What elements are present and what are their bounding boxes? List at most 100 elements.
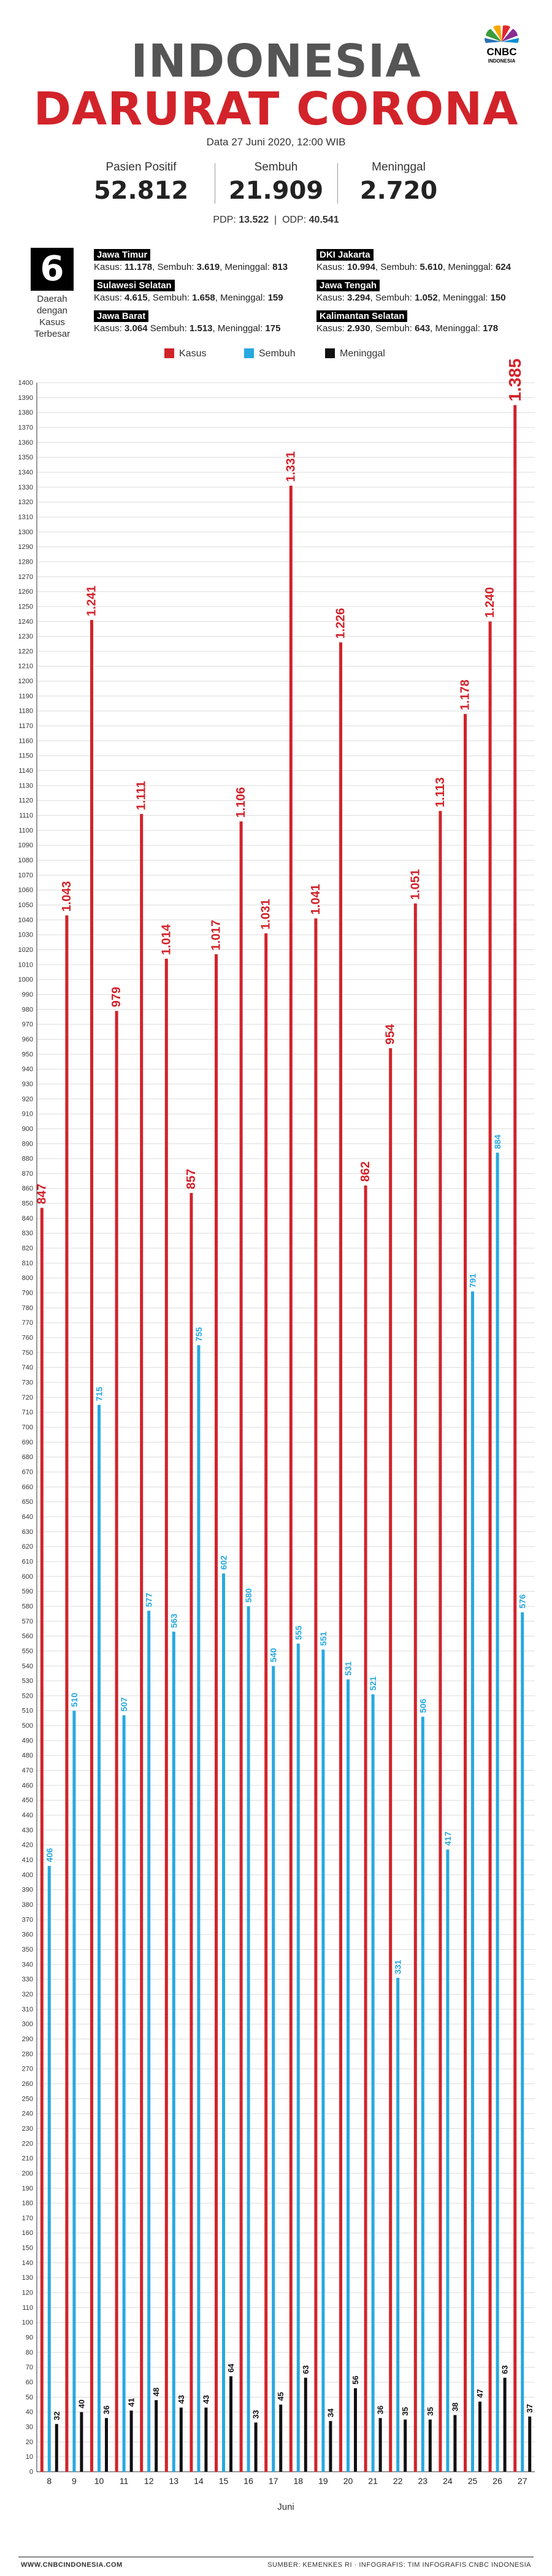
y-tick-label: 680 bbox=[22, 1454, 33, 1461]
y-tick-label: 0 bbox=[29, 2469, 33, 2476]
y-tick-label: 980 bbox=[22, 1006, 33, 1013]
y-tick-label: 230 bbox=[22, 2125, 33, 2133]
province-detail: Kasus: 3.064 Sembuh: 1.513, Meninggal: 1… bbox=[94, 323, 281, 334]
data-label-meninggal: 35 bbox=[401, 2407, 410, 2415]
x-tick-label: 20 bbox=[343, 2476, 353, 2486]
data-label-meninggal: 43 bbox=[177, 2395, 186, 2404]
x-tick-label: 24 bbox=[443, 2476, 453, 2486]
bar-kasus bbox=[164, 959, 168, 2472]
bar-meninggal bbox=[129, 2410, 133, 2472]
title-line-1: INDONESIA bbox=[131, 35, 421, 88]
pdp-label: PDP: bbox=[213, 215, 236, 225]
x-tick-label: 15 bbox=[219, 2476, 229, 2486]
y-tick-label: 1310 bbox=[18, 513, 33, 521]
bar-meninggal bbox=[503, 2377, 507, 2472]
y-tick-label: 1010 bbox=[18, 961, 33, 968]
data-label-sembuh: 555 bbox=[293, 1625, 303, 1640]
y-tick-label: 880 bbox=[22, 1156, 33, 1163]
legend-label: Meninggal bbox=[340, 348, 385, 359]
y-tick-label: 220 bbox=[22, 2140, 33, 2147]
y-tick-label: 930 bbox=[22, 1081, 33, 1088]
x-tick-label: 26 bbox=[493, 2476, 502, 2486]
bar-sembuh bbox=[72, 1711, 76, 2472]
stat-recovered: Sembuh 21.909 bbox=[215, 161, 337, 205]
y-tick-label: 600 bbox=[22, 1573, 33, 1581]
legend-swatch bbox=[244, 348, 254, 358]
bar-sembuh bbox=[172, 1631, 175, 2472]
bar-sembuh bbox=[421, 1716, 424, 2472]
y-tick-label: 1180 bbox=[18, 708, 33, 715]
y-tick-label: 100 bbox=[22, 2319, 33, 2326]
data-label-kasus: 847 bbox=[35, 1184, 48, 1204]
y-tick-label: 360 bbox=[22, 1931, 33, 1939]
data-label-meninggal: 38 bbox=[450, 2402, 459, 2411]
y-tick-label: 820 bbox=[22, 1245, 33, 1252]
legend-label: Kasus bbox=[179, 348, 207, 359]
y-tick-label: 390 bbox=[22, 1887, 33, 1894]
bar-kasus bbox=[339, 642, 342, 2472]
bar-sembuh bbox=[222, 1573, 225, 2472]
y-tick-label: 1350 bbox=[18, 454, 33, 461]
y-tick-label: 480 bbox=[22, 1752, 33, 1760]
y-tick-label: 910 bbox=[22, 1111, 33, 1118]
data-label-kasus: 1.031 bbox=[259, 899, 273, 930]
bar-meninggal bbox=[528, 2416, 532, 2472]
y-tick-label: 1200 bbox=[18, 678, 33, 685]
data-label-meninggal: 63 bbox=[301, 2365, 310, 2374]
x-tick-label: 16 bbox=[243, 2476, 253, 2486]
y-tick-label: 450 bbox=[22, 1797, 33, 1804]
y-tick-label: 1140 bbox=[18, 767, 33, 775]
bar-meninggal bbox=[155, 2400, 158, 2472]
province-card: Jawa Timur Kasus: 11.178, Sembuh: 3.619,… bbox=[94, 249, 288, 272]
y-tick-label: 920 bbox=[22, 1095, 33, 1103]
data-label-sembuh: 417 bbox=[443, 1831, 453, 1846]
x-axis-title: Juni bbox=[277, 2502, 294, 2512]
bar-sembuh bbox=[446, 1849, 450, 2472]
y-tick-label: 270 bbox=[22, 2066, 33, 2073]
y-tick-label: 420 bbox=[22, 1842, 33, 1849]
y-tick-label: 1020 bbox=[18, 946, 33, 954]
bar-sembuh bbox=[197, 1345, 201, 2472]
y-tick-label: 1130 bbox=[18, 782, 33, 789]
data-label-sembuh: 577 bbox=[144, 1593, 154, 1608]
y-tick-label: 90 bbox=[26, 2334, 33, 2342]
y-tick-label: 1250 bbox=[18, 603, 33, 610]
y-tick-label: 1210 bbox=[18, 663, 33, 670]
y-tick-label: 60 bbox=[26, 2379, 33, 2386]
y-tick-label: 1230 bbox=[18, 633, 33, 640]
bar-meninggal bbox=[404, 2419, 407, 2472]
bar-kasus bbox=[215, 954, 218, 2472]
bar-meninggal bbox=[179, 2407, 183, 2472]
y-tick-label: 290 bbox=[22, 2036, 33, 2043]
data-label-kasus: 1.106 bbox=[234, 787, 248, 818]
y-tick-label: 460 bbox=[22, 1782, 33, 1789]
stat-label: Meninggal bbox=[372, 161, 426, 174]
data-label-meninggal: 47 bbox=[475, 2389, 485, 2398]
province-card: DKI Jakarta Kasus: 10.994, Sembuh: 5.610… bbox=[316, 249, 511, 272]
bar-meninggal bbox=[204, 2407, 208, 2472]
data-label-kasus: 1.111 bbox=[135, 781, 148, 810]
y-tick-label: 330 bbox=[22, 1976, 33, 1984]
y-tick-label: 670 bbox=[22, 1468, 33, 1476]
legend-swatch bbox=[325, 348, 335, 358]
y-tick-label: 260 bbox=[22, 2080, 33, 2088]
x-tick-label: 25 bbox=[468, 2476, 478, 2486]
data-label-kasus: 1.241 bbox=[85, 586, 99, 616]
y-tick-label: 1280 bbox=[18, 558, 33, 565]
stat-deaths: Meninggal 2.720 bbox=[337, 161, 460, 205]
bar-sembuh bbox=[47, 1866, 51, 2472]
stats-row: Pasien Positif 52.812 Sembuh 21.909 Meni… bbox=[80, 161, 472, 210]
y-tick-label: 320 bbox=[22, 1991, 33, 1998]
y-tick-label: 750 bbox=[22, 1349, 33, 1357]
data-label-sembuh: 507 bbox=[119, 1697, 129, 1712]
y-tick-label: 70 bbox=[26, 2364, 33, 2371]
logo-subtext: INDONESIA bbox=[488, 58, 516, 64]
y-tick-label: 1120 bbox=[18, 797, 33, 805]
x-tick-label: 12 bbox=[144, 2476, 154, 2486]
y-tick-label: 160 bbox=[22, 2229, 33, 2237]
province-name: Jawa Timur bbox=[94, 249, 151, 261]
province-count-caption: Daerah dengan Kasus Terbesar bbox=[25, 293, 80, 340]
y-tick-label: 210 bbox=[22, 2155, 33, 2163]
province-card: Sulawesi Selatan Kasus: 4.615, Sembuh: 1… bbox=[94, 280, 283, 303]
data-label-sembuh: 791 bbox=[468, 1273, 478, 1288]
